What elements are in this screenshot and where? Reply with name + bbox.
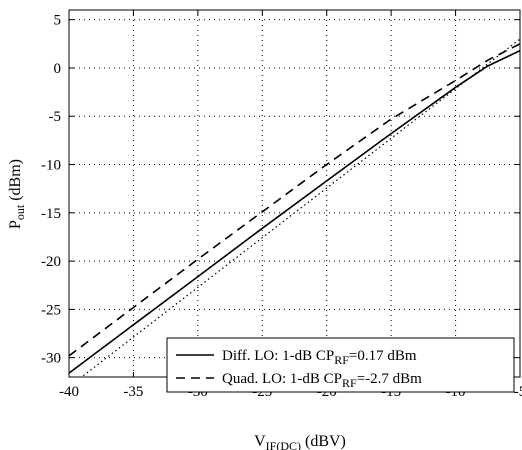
legend: Diff. LO: 1-dB CPRF=0.17 dBm Quad. LO: 1… (166, 337, 515, 393)
x-tick-label: -40 (59, 384, 79, 400)
y-tick-label: -20 (41, 254, 61, 270)
series-diff-lo-line (69, 49, 520, 374)
legend-box (166, 337, 515, 393)
y-tick-label: -10 (41, 158, 61, 174)
x-tick-label: -5 (514, 384, 522, 400)
y-axis-label: Pout(dBm) (7, 159, 27, 229)
series-reference-line (80, 38, 520, 377)
y-tick-label: 0 (54, 61, 62, 77)
plot-series (69, 38, 520, 377)
legend-label-diff-lo: Diff. LO: 1-dB CPRF=0.17 dBm (222, 348, 417, 367)
y-tick-label: -5 (49, 109, 62, 125)
series-quad-lo-line (69, 43, 520, 357)
legend-label-quad-lo: Quad. LO: 1-dB CPRF=-2.7 dBm (222, 371, 422, 390)
x-tick-label: -35 (123, 384, 143, 400)
y-tick-label: -25 (41, 302, 61, 318)
y-tick-label: -30 (41, 351, 61, 367)
x-axis-label: VIF(DC) (dBV) (254, 433, 346, 450)
y-tick-label: 5 (54, 13, 62, 29)
y-tick-label: -15 (41, 206, 61, 222)
